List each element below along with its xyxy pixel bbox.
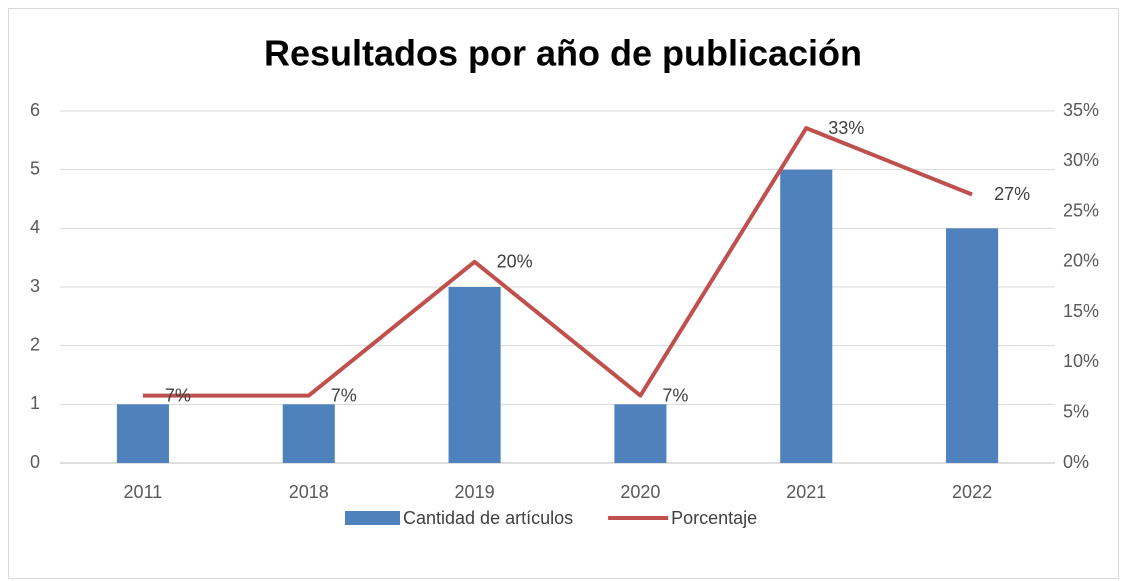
- data-label: 7%: [662, 385, 688, 405]
- data-label: 20%: [497, 252, 533, 272]
- legend-label: Porcentaje: [671, 508, 757, 528]
- y-tick-label: 3: [30, 276, 40, 296]
- data-label: 27%: [994, 184, 1030, 204]
- bar: [282, 404, 335, 463]
- x-tick-label: 2021: [786, 482, 826, 502]
- y2-tick-label: 5%: [1063, 401, 1089, 421]
- x-tick-label: 2022: [952, 482, 992, 502]
- legend-swatch: [345, 511, 400, 525]
- bar: [448, 287, 501, 463]
- bar: [946, 228, 999, 463]
- chart-frame: [8, 8, 1119, 579]
- y2-tick-label: 20%: [1063, 251, 1099, 271]
- y2-tick-label: 10%: [1063, 351, 1099, 371]
- data-label: 7%: [165, 385, 191, 405]
- data-label: 33%: [828, 118, 864, 138]
- y-tick-label: 0: [30, 452, 40, 472]
- y2-tick-label: 35%: [1063, 100, 1099, 120]
- bar: [780, 169, 833, 463]
- y-tick-label: 5: [30, 158, 40, 178]
- y-tick-label: 1: [30, 393, 40, 413]
- y-tick-label: 2: [30, 334, 40, 354]
- x-tick-label: 2018: [289, 482, 329, 502]
- y2-tick-label: 30%: [1063, 150, 1099, 170]
- legend-label: Cantidad de artículos: [403, 508, 573, 528]
- line: [142, 126, 973, 398]
- chart-title: Resultados por año de publicación: [264, 33, 862, 74]
- y2-tick-label: 25%: [1063, 200, 1099, 220]
- bar: [614, 404, 667, 463]
- y-tick-label: 6: [30, 100, 40, 120]
- y-tick-label: 4: [30, 217, 40, 237]
- x-tick-label: 2020: [620, 482, 660, 502]
- x-tick-label: 2019: [455, 482, 495, 502]
- y2-tick-label: 0%: [1063, 452, 1089, 472]
- data-label: 7%: [331, 385, 357, 405]
- x-tick-label: 2011: [124, 482, 163, 502]
- bar: [116, 404, 169, 463]
- y2-tick-label: 15%: [1063, 301, 1099, 321]
